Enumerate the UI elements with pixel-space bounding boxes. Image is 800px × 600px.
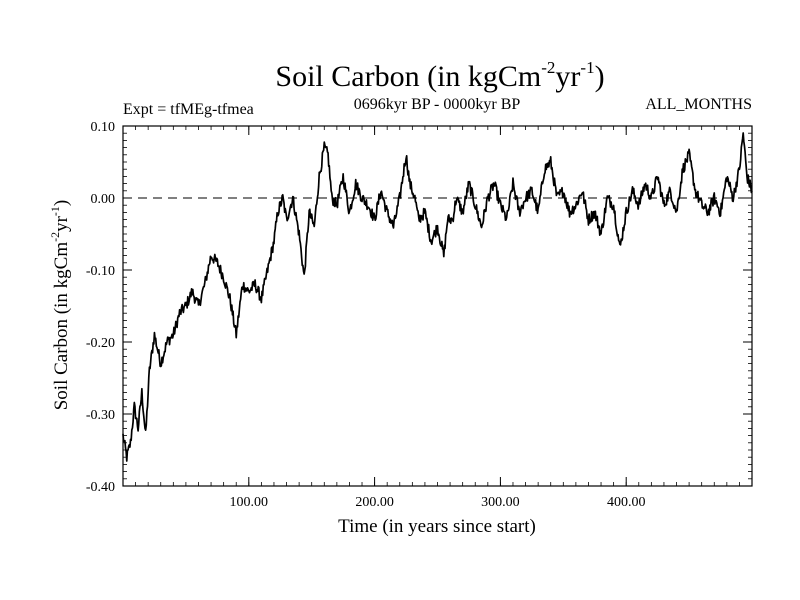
subtitle-months: ALL_MONTHS [645,96,752,113]
chart-title-main: Soil Carbon (in kgCm [275,60,541,93]
tick-labels: 0.10 0.00 -0.10 -0.20 -0.30 -0.40 100.00 200.00… [86,120,646,510]
x-axis-label: Time (in years since start) [338,516,536,537]
x-tick-label: 100.00 [230,495,269,510]
y-tick-label: -0.10 [86,264,115,279]
y-tick-label: 0.10 [91,120,116,135]
y-axis-label-mid: yr [51,215,72,232]
chart-title-sup1: -2 [541,58,555,77]
series-group [122,132,753,462]
x-tick-label: 200.00 [355,495,394,510]
y-axis-label-sup2: -1 [48,206,62,216]
x-tick-label: 400.00 [607,495,646,510]
y-axis-label-sup1: -2 [48,232,62,242]
chart-title: Soil Carbon (in kgCm-2yr-1) [275,58,604,93]
y-axis-label-end: ) [51,200,72,206]
y-axis-label-main: Soil Carbon (in kgCm [51,242,72,411]
y-tick-label: 0.00 [91,192,116,207]
subtitle-experiment: Expt = tfMEg-tfmea [123,101,254,118]
series-line [122,132,753,462]
axis-ticks [122,125,753,487]
chart-title-sup2: -1 [580,58,594,77]
y-tick-label: -0.20 [86,336,115,351]
chart-title-mid: yr [555,60,580,93]
y-tick-label: -0.40 [86,480,115,495]
chart-title-end: ) [595,60,605,93]
subtitle-period: 0696kyr BP - 0000kyr BP [354,96,521,113]
y-tick-label: -0.30 [86,408,115,423]
y-axis-label: Soil Carbon (in kgCm-2yr-1) [48,200,72,411]
x-tick-label: 300.00 [481,495,520,510]
